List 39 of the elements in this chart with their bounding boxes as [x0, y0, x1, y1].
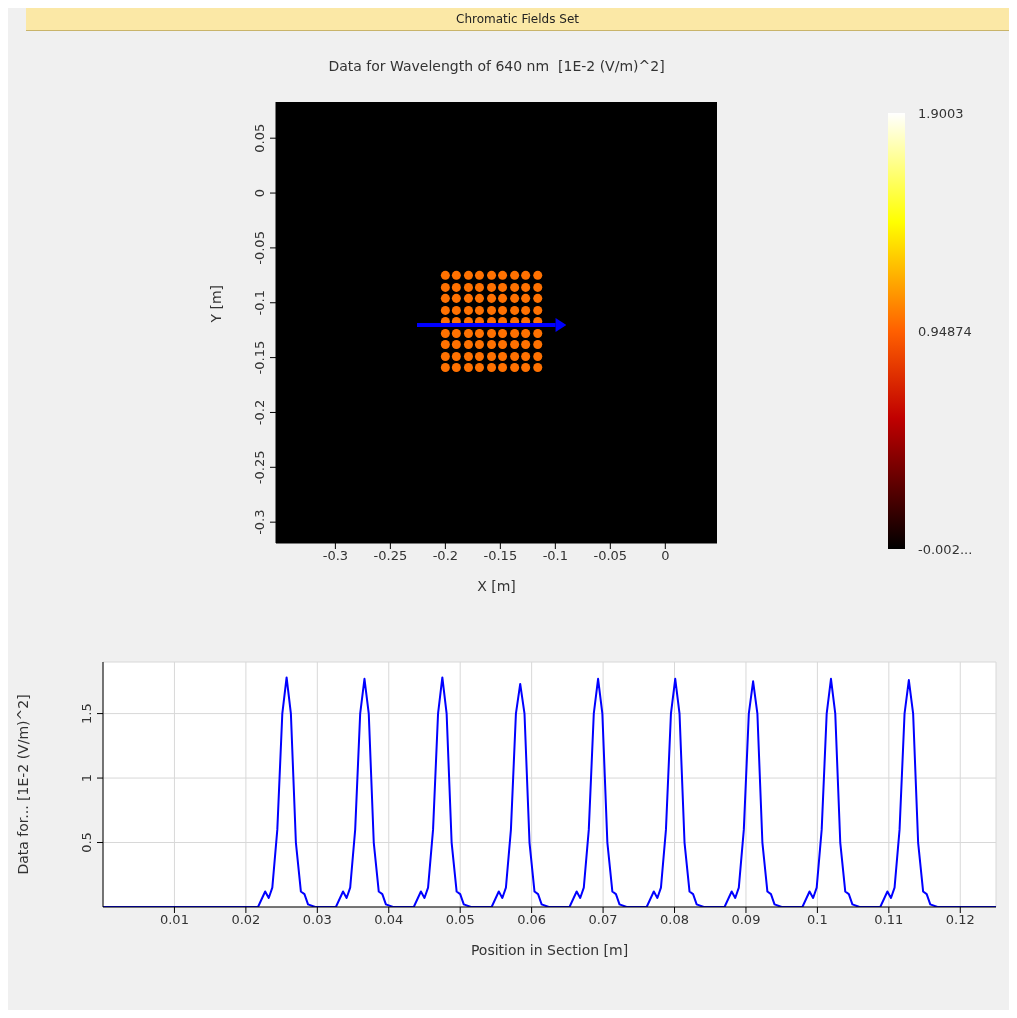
color-bar-label: 0.94874	[918, 324, 972, 340]
y-axis-title: Y [m]	[207, 284, 224, 324]
y-tick-label: 0.5	[79, 832, 94, 853]
color-bar-label: -0.002...	[918, 542, 973, 557]
color-bar-label: 1.9003	[918, 106, 964, 121]
x-tick-label: 0.08	[660, 912, 689, 928]
x-tick-label: -0.15	[483, 548, 518, 564]
y-tick-label: -0.05	[252, 231, 267, 265]
y-tick-label: -0.3	[252, 509, 267, 535]
x-tick-label: 0	[661, 548, 670, 564]
x-tick-label: 0.06	[517, 912, 547, 928]
x-tick-label: 0.05	[445, 912, 475, 928]
x-tick-label: 0.12	[945, 912, 975, 928]
y-tick-label: 0	[252, 188, 267, 198]
y-tick-label: 1	[79, 773, 94, 783]
x-axis-title: X [m]	[477, 578, 516, 594]
text: Chromatic Fields Set	[26, 8, 1009, 31]
y-tick-label: -0.1	[252, 290, 267, 316]
x-tick-label: -0.2	[432, 548, 459, 564]
x-tick-label: -0.25	[373, 548, 408, 564]
x-axis-title: Position in Section [m]	[470, 942, 629, 958]
x-tick-label: 0.07	[588, 912, 618, 928]
x-tick-label: 0.03	[302, 912, 332, 928]
x-tick-label: -0.1	[542, 548, 569, 564]
y-tick-label: -0.15	[252, 340, 267, 375]
y-tick-label: 0.05	[252, 123, 267, 153]
y-tick-label: -0.2	[252, 399, 267, 426]
y-axis-title: Data for... [1E-2 (V/m)^2]	[14, 694, 31, 875]
x-tick-label: 0.02	[231, 912, 261, 928]
x-tick-label: 0.1	[807, 912, 828, 928]
x-tick-label: 0.11	[874, 912, 904, 928]
x-tick-label: 0.09	[731, 912, 761, 928]
x-tick-label: 0.01	[159, 912, 189, 928]
y-tick-label: -0.25	[252, 450, 267, 485]
x-tick-label: -0.3	[322, 548, 349, 564]
x-tick-label: -0.05	[593, 548, 628, 564]
chart-title: Data for Wavelength of 640 nm [1E-2 (V/m)^2]	[327, 58, 666, 74]
x-tick-label: 0.04	[374, 912, 404, 928]
y-tick-label: 1.5	[79, 703, 94, 724]
